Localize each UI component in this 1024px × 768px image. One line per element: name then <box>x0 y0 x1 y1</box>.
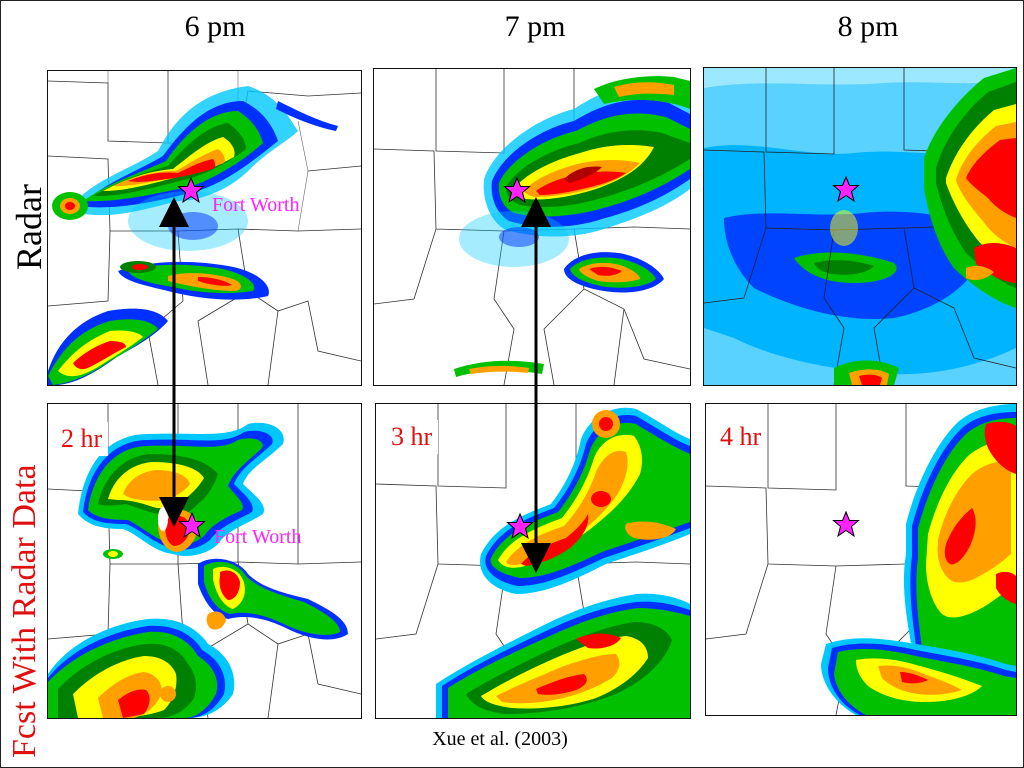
forecast-lead-label-4hr: 4 hr <box>714 420 768 454</box>
forecast-field-4hr <box>706 404 1016 715</box>
row-label-forecast: Fcst With Radar Data <box>6 464 43 758</box>
forecast-field-3hr <box>376 404 690 718</box>
citation: Xue et al. (2003) <box>432 728 568 750</box>
city-label-forecast: Fort Worth <box>214 526 302 548</box>
radar-map-6pm <box>47 70 362 386</box>
radar-map-7pm <box>373 68 691 386</box>
forecast-lead-label-3hr: 3 hr <box>385 420 439 454</box>
forecast-map-3hr <box>375 403 691 719</box>
column-label-7pm: 7 pm <box>504 10 566 43</box>
column-label-6pm: 6 pm <box>184 10 246 43</box>
forecast-map-4hr <box>705 403 1017 716</box>
radar-field-7pm <box>374 69 690 385</box>
forecast-lead-label-2hr: 2 hr <box>55 422 109 456</box>
column-label-8pm: 8 pm <box>837 10 899 43</box>
row-label-radar: Radar <box>9 184 49 270</box>
radar-field-6pm <box>48 71 361 385</box>
city-label-radar: Fort Worth <box>212 194 300 216</box>
radar-field-8pm <box>704 68 1016 385</box>
radar-map-8pm <box>703 67 1017 386</box>
